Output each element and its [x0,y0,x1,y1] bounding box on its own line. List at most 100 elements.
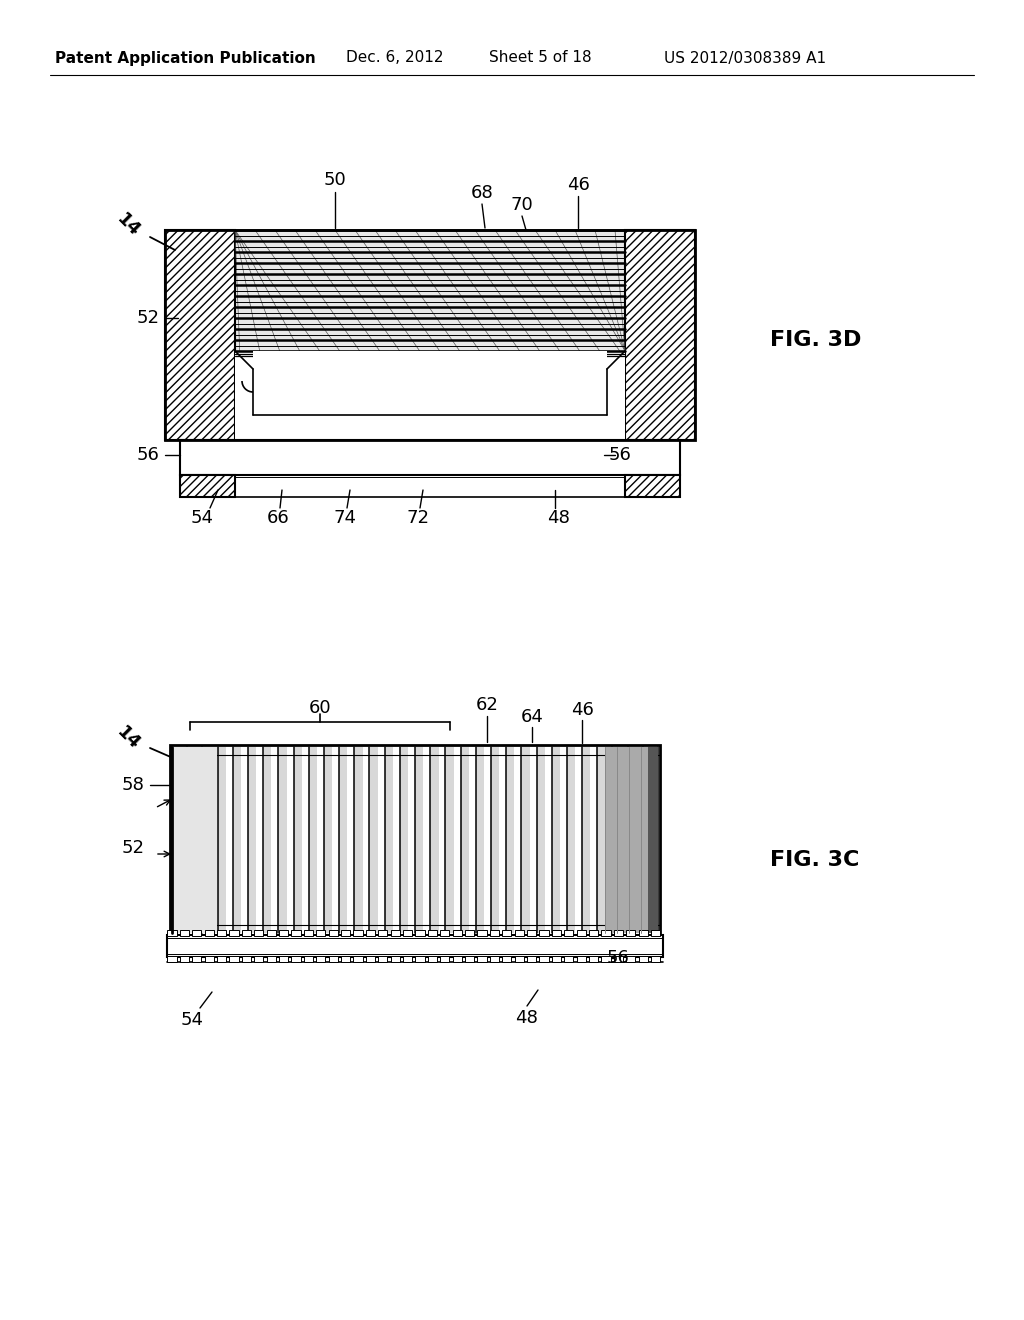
Bar [353,956,362,962]
Bar [187,747,196,933]
Text: Sheet 5 of 18: Sheet 5 of 18 [488,50,591,66]
Bar [266,956,275,962]
Bar [353,931,362,936]
Bar [465,931,474,936]
Bar [577,956,586,962]
Bar [253,351,607,414]
Bar [514,931,524,936]
Bar [416,956,425,962]
Bar [552,956,561,962]
Bar [402,956,413,962]
Bar [329,956,338,962]
Bar [172,747,217,933]
Bar [461,747,469,933]
Bar [643,747,651,933]
Bar [390,956,399,962]
Bar [366,931,375,936]
Bar [232,747,241,933]
Text: 56: 56 [606,949,630,968]
Bar [490,747,500,933]
Bar [540,956,549,962]
Bar [613,931,623,936]
Bar [254,956,263,962]
Bar [527,931,537,936]
Bar [502,956,511,962]
Bar [415,747,423,933]
Bar [527,956,537,962]
Bar [489,956,499,962]
Bar [234,351,625,440]
Text: 62: 62 [475,696,499,714]
Bar [589,956,598,962]
Bar [537,747,545,933]
Bar [167,956,176,962]
Text: 48: 48 [547,510,569,527]
Bar [540,931,549,936]
Bar [179,956,189,962]
Text: 58: 58 [122,776,144,795]
Bar [341,956,350,962]
Bar [339,747,347,933]
Text: 60: 60 [308,700,332,717]
Bar [304,956,313,962]
Bar [308,747,317,933]
Bar [217,931,226,936]
Bar [205,956,214,962]
Bar [465,956,474,962]
Text: FIG. 3D: FIG. 3D [770,330,861,350]
Bar [597,747,605,933]
Bar [266,931,275,936]
Bar [279,747,287,933]
Bar [263,747,271,933]
Bar [453,956,462,962]
Bar [502,931,511,936]
Bar [440,956,450,962]
Bar [648,747,658,933]
Bar [294,747,302,933]
Text: 70: 70 [511,195,534,214]
Bar [329,931,338,936]
Text: 52: 52 [122,840,144,857]
Bar [180,440,680,475]
Bar [172,747,180,933]
Bar [234,230,625,351]
Bar [477,931,486,936]
Bar [628,747,636,933]
Bar [165,230,234,440]
Text: 48: 48 [515,1008,539,1027]
Bar [205,931,214,936]
Bar [601,956,610,962]
Bar [167,935,663,957]
Bar [601,931,610,936]
Text: Dec. 6, 2012: Dec. 6, 2012 [346,50,443,66]
Text: Patent Application Publication: Patent Application Publication [54,50,315,66]
Bar [217,956,226,962]
Bar [179,931,189,936]
Bar [279,956,288,962]
Text: FIG. 3C: FIG. 3C [770,850,859,870]
Text: 74: 74 [334,510,356,527]
Bar [291,931,301,936]
Bar [193,931,202,936]
Text: 72: 72 [407,510,429,527]
Bar [440,931,450,936]
Bar [582,747,591,933]
Bar [193,956,202,962]
Bar [489,931,499,936]
Bar [234,230,625,351]
Bar [279,931,288,936]
Bar [366,956,375,962]
Bar [625,230,695,440]
Text: 54: 54 [190,510,213,527]
Bar [589,931,598,936]
Text: 54: 54 [180,1011,204,1030]
Text: 46: 46 [570,701,594,719]
Bar [651,956,660,962]
Text: US 2012/0308389 A1: US 2012/0308389 A1 [664,50,826,66]
Bar [167,931,176,936]
Bar [304,931,313,936]
Text: 68: 68 [471,183,494,202]
Bar [613,956,623,962]
Bar [639,931,648,936]
Bar [577,931,586,936]
